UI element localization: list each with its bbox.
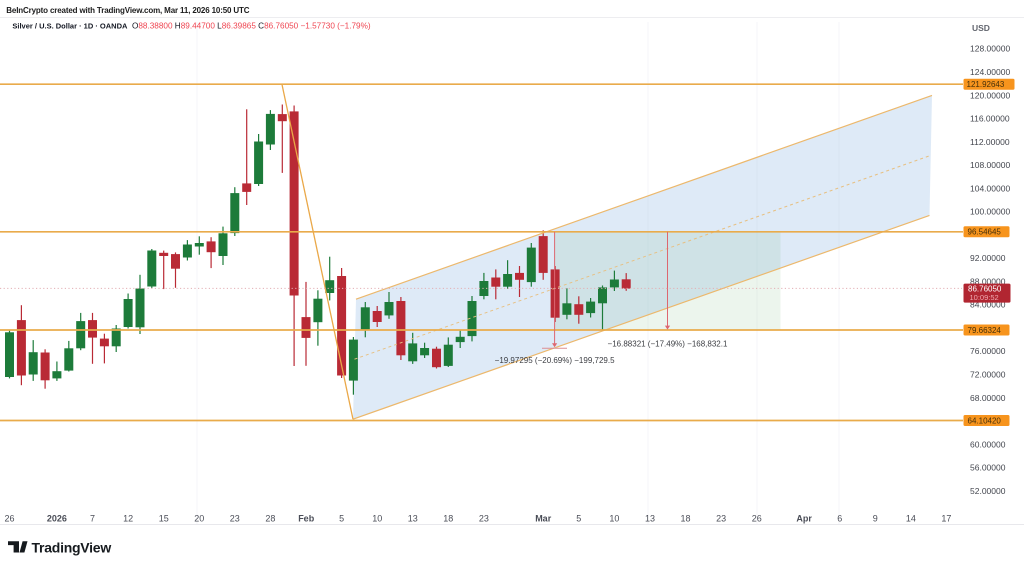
svg-text:52.00000: 52.00000 <box>970 486 1006 496</box>
svg-text:13: 13 <box>645 514 655 524</box>
svg-text:60.00000: 60.00000 <box>970 439 1006 449</box>
svg-text:5: 5 <box>576 514 581 524</box>
svg-text:10: 10 <box>609 514 619 524</box>
svg-text:2026: 2026 <box>47 514 67 524</box>
svg-text:20: 20 <box>194 514 204 524</box>
svg-text:5: 5 <box>339 514 344 524</box>
svg-text:12: 12 <box>123 514 133 524</box>
svg-text:−19.97295 (−20.69%) −199,729.5: −19.97295 (−20.69%) −199,729.5 <box>495 356 615 365</box>
svg-text:64.10420: 64.10420 <box>968 416 1002 425</box>
svg-text:88.00000: 88.00000 <box>970 276 1006 286</box>
svg-text:86.76050: 86.76050 <box>968 285 1002 294</box>
svg-text:108.00000: 108.00000 <box>970 160 1010 170</box>
svg-text:68.00000: 68.00000 <box>970 393 1006 403</box>
svg-text:18: 18 <box>680 514 690 524</box>
svg-text:6: 6 <box>837 514 842 524</box>
svg-text:76.00000: 76.00000 <box>970 346 1006 356</box>
svg-text:Feb: Feb <box>298 514 315 524</box>
svg-text:USD: USD <box>972 23 990 33</box>
svg-text:56.00000: 56.00000 <box>970 463 1006 473</box>
svg-text:23: 23 <box>479 514 489 524</box>
svg-text:Mar: Mar <box>535 514 552 524</box>
svg-text:Silver / U.S. Dollar · 1D · OA: Silver / U.S. Dollar · 1D · OANDA O88.38… <box>12 22 370 31</box>
svg-text:18: 18 <box>443 514 453 524</box>
svg-text:100.00000: 100.00000 <box>970 207 1010 217</box>
svg-text:10:09:52: 10:09:52 <box>970 293 999 302</box>
svg-text:104.00000: 104.00000 <box>970 183 1010 193</box>
svg-text:Apr: Apr <box>796 514 812 524</box>
svg-text:7: 7 <box>90 514 95 524</box>
svg-text:72.00000: 72.00000 <box>970 370 1006 380</box>
svg-text:112.00000: 112.00000 <box>970 137 1010 147</box>
svg-text:9: 9 <box>873 514 878 524</box>
svg-text:26: 26 <box>752 514 762 524</box>
svg-text:23: 23 <box>716 514 726 524</box>
svg-text:84.00000: 84.00000 <box>970 300 1006 310</box>
svg-text:26: 26 <box>4 514 14 524</box>
svg-text:23: 23 <box>230 514 240 524</box>
svg-text:10: 10 <box>372 514 382 524</box>
svg-text:BeInCrypto created with Tradin: BeInCrypto created with TradingView.com,… <box>6 6 249 15</box>
svg-text:124.00000: 124.00000 <box>970 67 1010 77</box>
svg-text:15: 15 <box>159 514 169 524</box>
svg-text:28: 28 <box>265 514 275 524</box>
svg-text:96.54645: 96.54645 <box>968 228 1002 237</box>
svg-text:17: 17 <box>941 514 951 524</box>
svg-text:121.92643: 121.92643 <box>967 80 1005 89</box>
svg-text:TradingView: TradingView <box>32 539 112 555</box>
svg-text:116.00000: 116.00000 <box>970 114 1010 124</box>
svg-text:120.00000: 120.00000 <box>970 90 1010 100</box>
svg-text:14: 14 <box>906 514 916 524</box>
svg-text:−16.88321 (−17.49%) −168,832.1: −16.88321 (−17.49%) −168,832.1 <box>608 340 728 349</box>
svg-text:13: 13 <box>408 514 418 524</box>
svg-text:128.00000: 128.00000 <box>970 44 1010 54</box>
svg-text:92.00000: 92.00000 <box>970 253 1006 263</box>
svg-text:79.66324: 79.66324 <box>968 326 1002 335</box>
